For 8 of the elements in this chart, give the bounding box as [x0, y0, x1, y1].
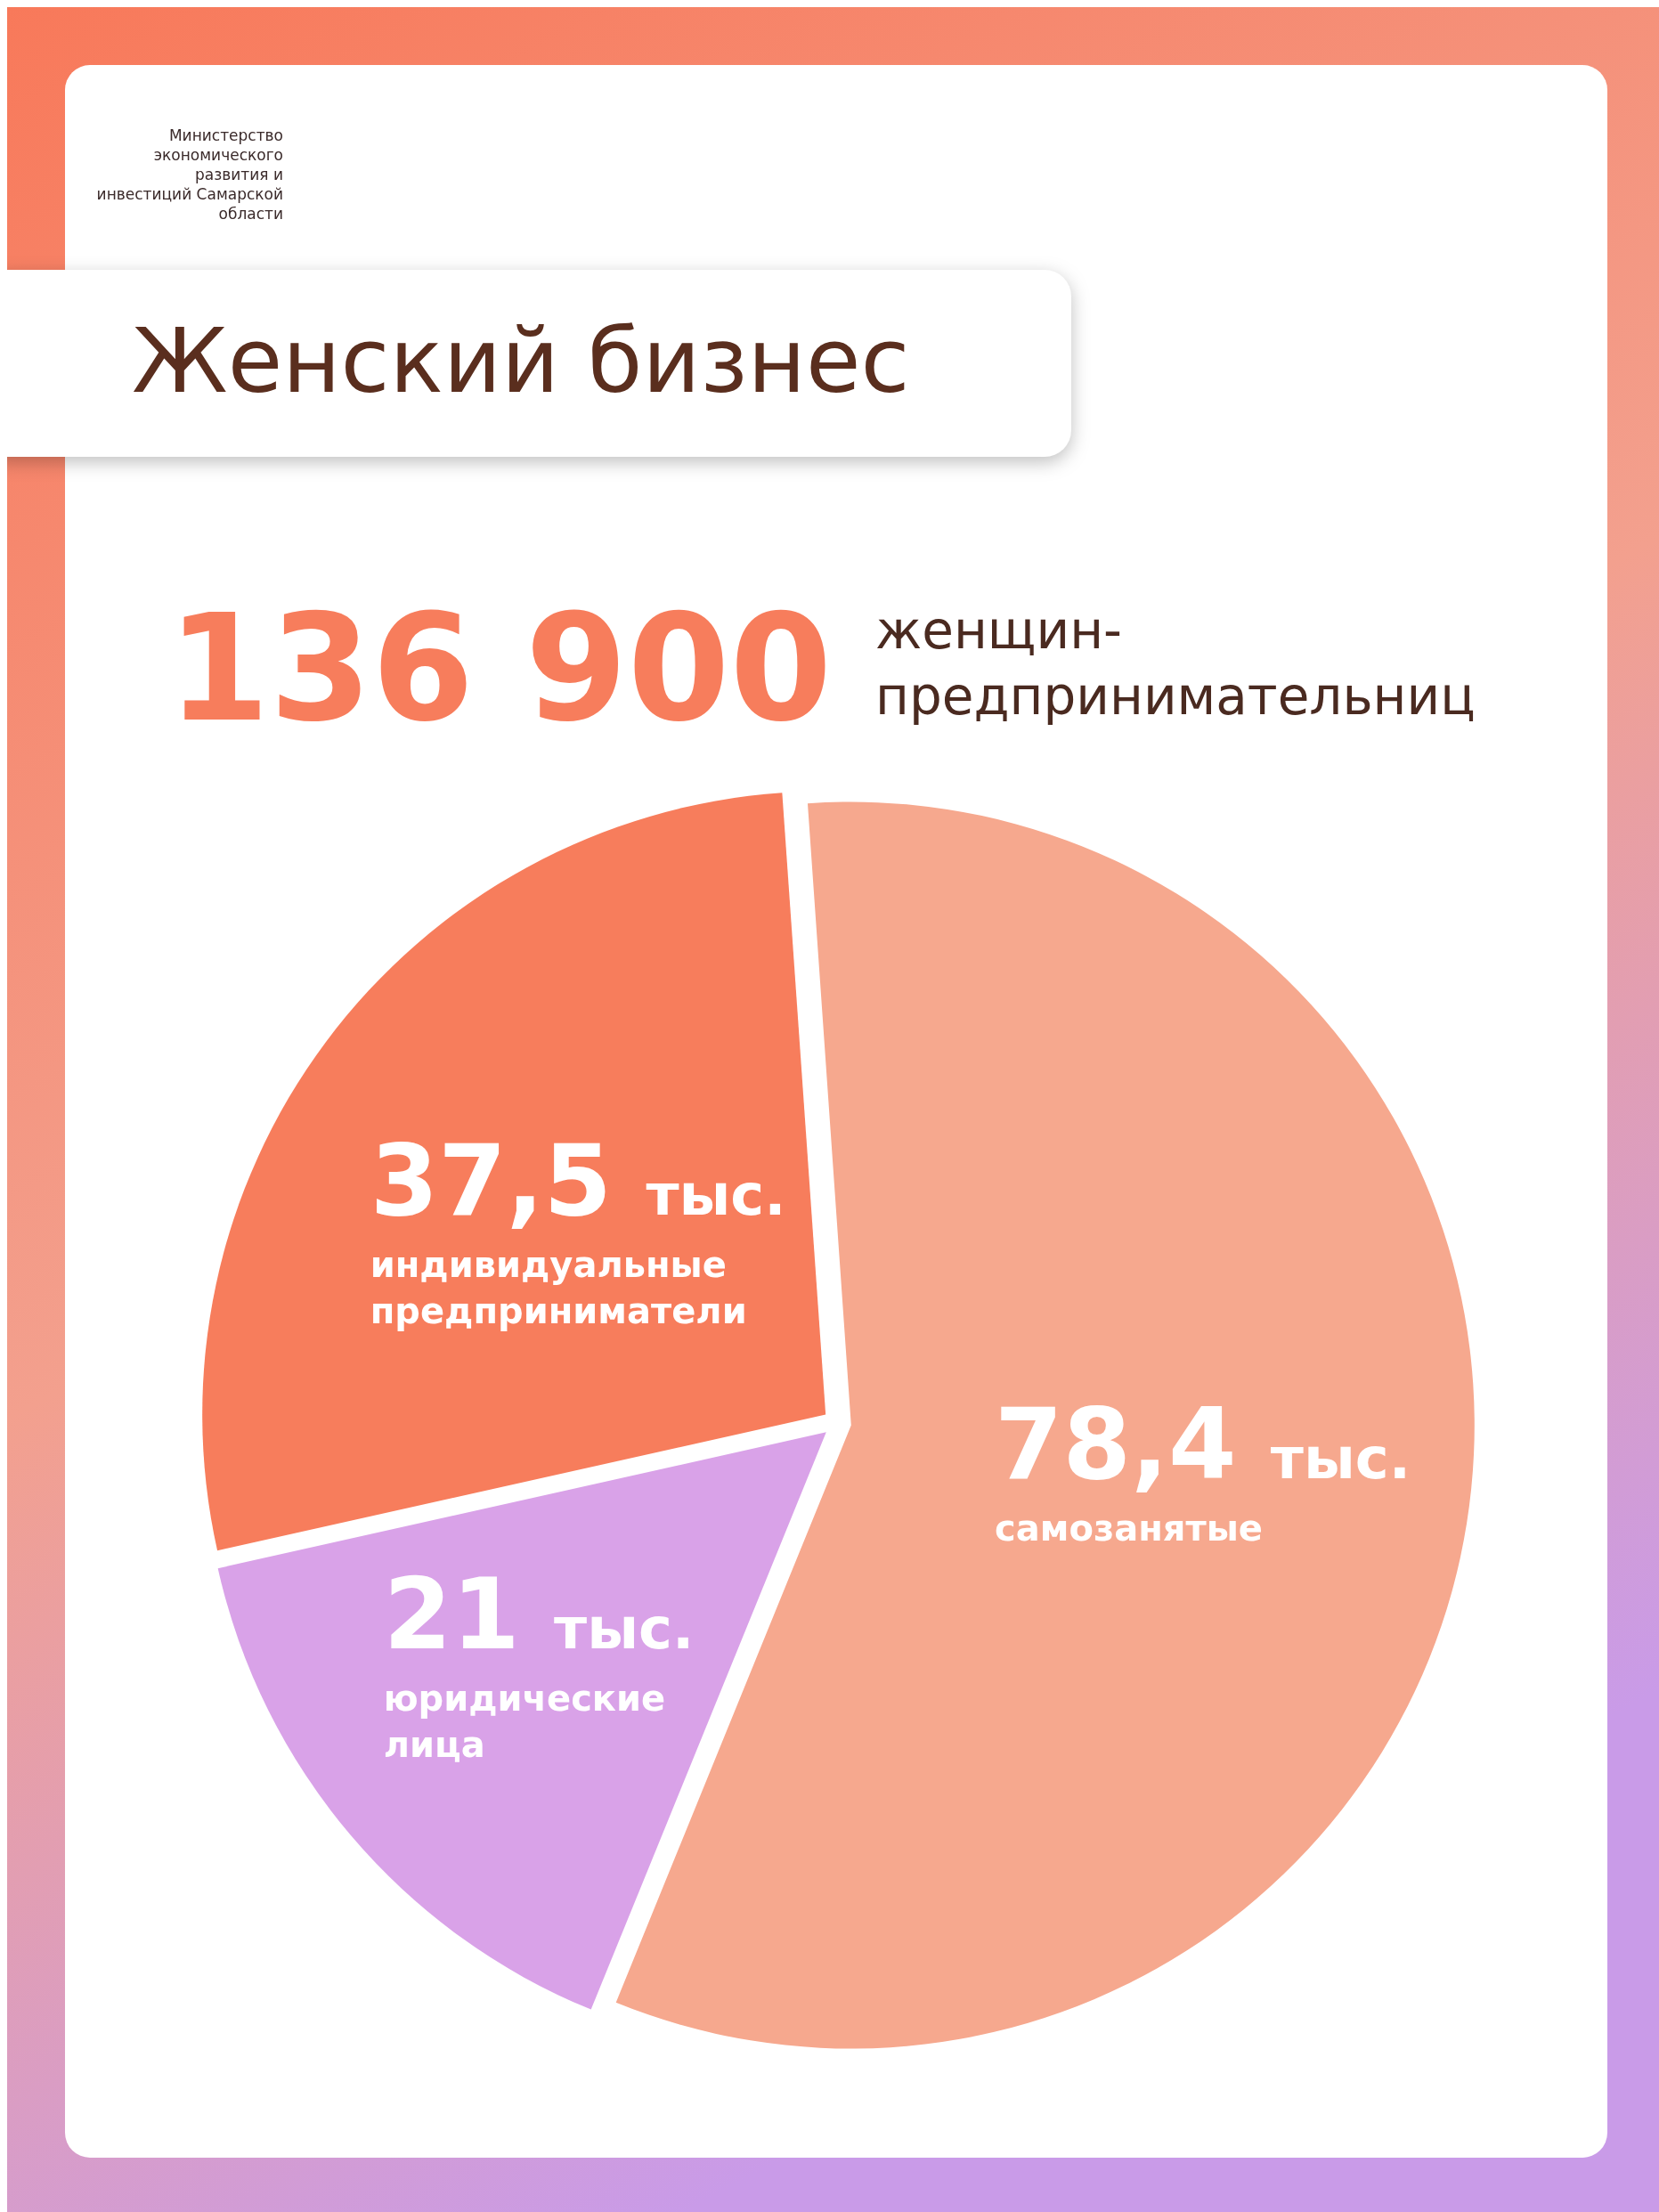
data-label: 37,5 тыс.	[370, 1123, 786, 1238]
slice-label: самозанятые	[995, 1507, 1264, 1549]
text: Министерство экономического развития и инвестиций Самарской области	[96, 126, 283, 223]
slice-label: юридические лица	[383, 1678, 666, 1766]
data-label: 21 тыс.	[383, 1557, 695, 1672]
data-label: 78,4 тыс.	[995, 1387, 1411, 1501]
slice-label: индивидуальные предприниматели	[370, 1243, 747, 1331]
chart-title: Женский бизнес	[132, 309, 910, 413]
